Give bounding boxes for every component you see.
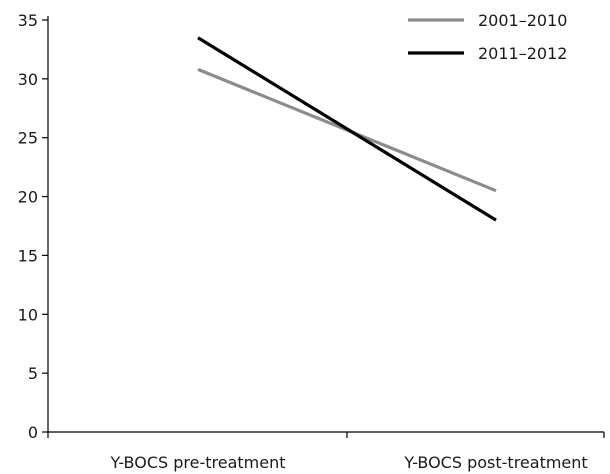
- series-lines: [197, 36, 497, 222]
- legend-label: 2011–2012: [478, 44, 567, 63]
- y-tick-label: 20: [18, 188, 38, 207]
- y-axis-ticks: 0 5 10 15 20 25 30 35: [18, 11, 48, 442]
- series-line-2: [197, 36, 497, 222]
- y-tick-label: 35: [18, 11, 38, 30]
- legend: 2001–2010 2011–2012: [408, 11, 567, 63]
- y-tick-label: 25: [18, 129, 38, 148]
- x-axis-ticks: Y-BOCS pre-treatment Y-BOCS post-treatmen…: [47, 432, 605, 472]
- y-tick-label: 10: [18, 305, 38, 324]
- legend-label: 2001–2010: [478, 11, 567, 30]
- y-tick-label: 15: [18, 246, 38, 265]
- x-category-label: Y-BOCS pre-treatment: [109, 453, 285, 472]
- y-tick-label: 0: [28, 423, 38, 442]
- x-category-label: Y-BOCS post-treatment: [403, 453, 587, 472]
- y-tick-label: 30: [18, 70, 38, 89]
- axes: [47, 16, 604, 433]
- y-tick-label: 5: [28, 364, 38, 383]
